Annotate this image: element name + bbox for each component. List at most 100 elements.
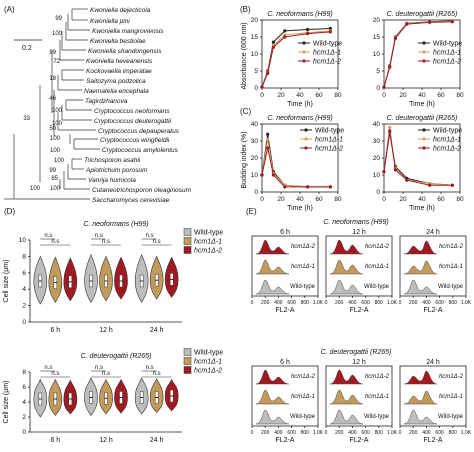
legend-marker (422, 50, 426, 54)
legend-label: Wild-type (313, 41, 342, 48)
x-tick-label: 0 (251, 430, 254, 436)
bootstrap-value: 18 (49, 76, 56, 82)
bootstrap-value: 46 (49, 96, 56, 102)
legend-marker (422, 59, 426, 63)
histogram-curve (403, 260, 438, 275)
x-tick-label: 800 (301, 430, 310, 436)
legend-swatch (183, 237, 192, 245)
scale-bar-label: 0.2 (22, 45, 32, 52)
x-tick-label: 800 (375, 430, 384, 436)
x-tick-label: 0 (325, 300, 328, 306)
data-point (271, 173, 275, 177)
data-point (271, 40, 275, 44)
x-tick-label: 20 (399, 196, 407, 203)
bootstrap-value: 100 (50, 148, 61, 154)
y-tick-label: 20 (373, 155, 381, 162)
histogram-curve (255, 409, 289, 425)
y-tick-label: 10 (251, 51, 259, 58)
x-tick-label: 0 (260, 196, 264, 203)
group-label: 12 h (99, 437, 113, 444)
legend-label: hcm1Δ-1 (433, 137, 461, 144)
histogram-frame (251, 235, 319, 297)
track-label: hcm1Δ-2 (439, 244, 464, 250)
x-axis-label: Time (h) (287, 205, 313, 212)
data-point (266, 146, 270, 150)
timepoint-label: 24 h (426, 229, 440, 236)
taxon-label: Tagirdzhanova (85, 98, 128, 105)
legend-swatch (183, 246, 192, 254)
y-tick-label: 15 (251, 34, 259, 41)
taxon-label: Cryptococcus amylolentus (102, 147, 179, 154)
x-tick-label: 40 (418, 196, 426, 203)
sig-label: n.s (51, 371, 59, 377)
legend-marker (422, 128, 426, 132)
y-tick-label: 8 (22, 369, 26, 376)
x-tick-label: 400 (274, 300, 283, 306)
panel-a-label: (A) (4, 5, 15, 14)
x-tick-label: 400 (422, 430, 431, 436)
x-tick-label: 0 (399, 430, 402, 436)
data-point (260, 173, 264, 177)
x-tick-label: 40 (296, 196, 304, 203)
legend-label: hcm1Δ-1 (315, 137, 343, 144)
sig-label: n.s (102, 371, 110, 377)
data-point (428, 183, 432, 187)
group-label: 6 h (50, 437, 60, 444)
track-label: hcm1Δ-2 (291, 374, 316, 380)
histogram-frame (399, 235, 467, 297)
taxon-label: Cryptococcus deuterogattii (94, 118, 172, 125)
y-tick-label: 0 (254, 85, 258, 92)
x-axis-label: Time (h) (409, 205, 435, 212)
legend-label: hcm1Δ-1 (194, 359, 222, 366)
track-label: Wild-type (290, 284, 316, 290)
bootstrap-value: 100 (50, 186, 61, 192)
timepoint-label: 6 h (280, 359, 290, 366)
data-point (266, 71, 270, 75)
y-tick-label: 20 (251, 155, 259, 162)
histogram-frame (251, 365, 319, 427)
x-axis-label: FL2-A (275, 437, 294, 444)
timepoint-label: 12 h (352, 359, 366, 366)
legend-label: hcm1Δ-2 (194, 248, 222, 255)
x-tick-label: 40 (418, 92, 426, 99)
x-tick-label: 60 (315, 92, 323, 99)
data-point (428, 20, 432, 24)
y-tick-label: 2 (22, 303, 26, 310)
histogram-curve (329, 239, 363, 255)
legend-marker (302, 50, 306, 54)
bootstrap-value: 100 (52, 121, 63, 127)
y-tick-label: 20 (373, 17, 381, 24)
taxon-label: Saitozyma podzolica (86, 78, 146, 85)
x-tick-label: 20 (277, 92, 285, 99)
track-label: hcm1Δ-1 (365, 264, 389, 270)
legend-label: Wild-type (194, 230, 223, 237)
y-axis-label: Budding index (%) (241, 131, 248, 188)
x-tick-label: 1.0K (313, 300, 324, 306)
taxon-label: Kwoniella bestiolae (90, 38, 146, 45)
data-point (271, 45, 275, 49)
x-tick-label: 200 (335, 430, 344, 436)
track-label: hcm1Δ-1 (291, 394, 315, 400)
panel-b-label: (B) (240, 5, 251, 14)
bootstrap-value: 85 (51, 176, 58, 182)
y-tick-label: 0 (376, 189, 380, 196)
x-tick-label: 400 (348, 430, 357, 436)
bootstrap-value: 99 (49, 50, 56, 56)
legend-marker (304, 137, 308, 141)
data-point (405, 178, 409, 182)
taxon-label: Saccharomyces cerevisiae (92, 197, 170, 204)
legend-marker (304, 128, 308, 132)
data-point (388, 125, 392, 129)
data-point (388, 65, 392, 69)
data-point (328, 30, 332, 34)
taxon-label: Cryptococcus wingfieldii (100, 137, 170, 144)
y-tick-label: 5 (254, 68, 258, 75)
y-tick-label: 10 (251, 172, 259, 179)
x-tick-label: 60 (315, 196, 323, 203)
bootstrap-value: 33 (23, 116, 30, 122)
x-axis-label: FL2-A (423, 437, 442, 444)
x-tick-label: 1.0K (461, 300, 472, 306)
track-label: Wild-type (290, 414, 316, 420)
histogram-curve (329, 409, 363, 425)
y-tick-label: 30 (251, 138, 259, 145)
